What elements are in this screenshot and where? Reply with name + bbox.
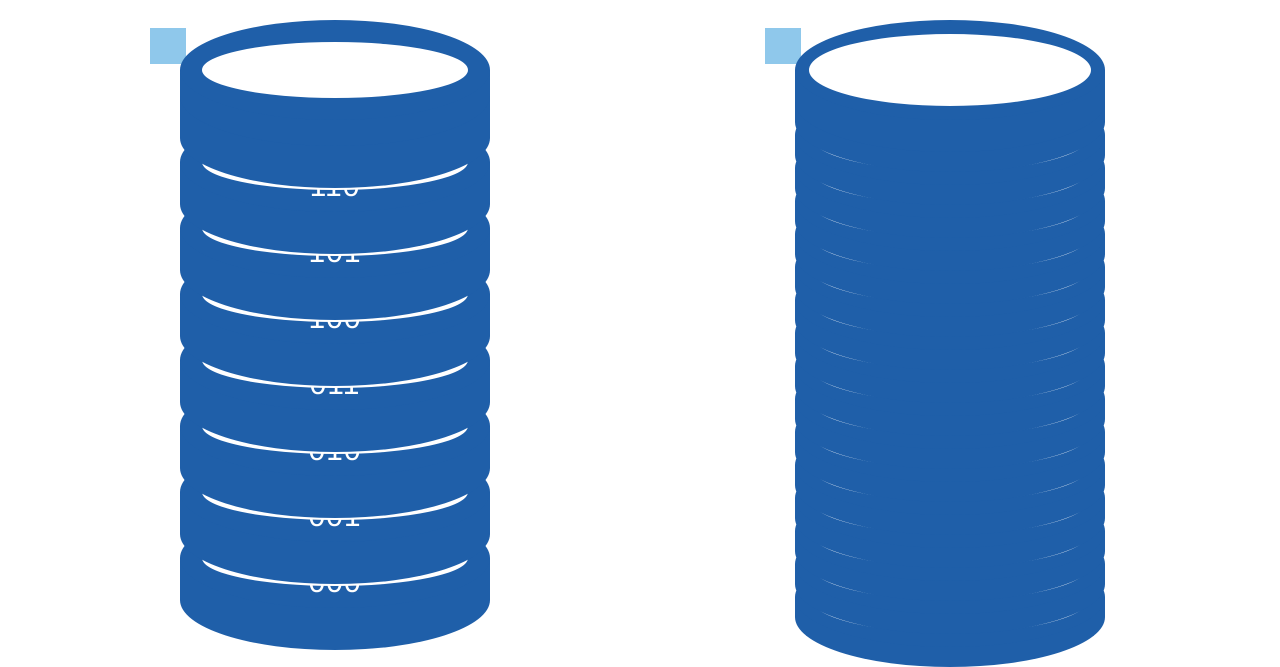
- stack-4bit-top-cap: [795, 20, 1105, 134]
- stack-3bit-top-cap: [180, 20, 490, 142]
- stack-4bit: 0000000100100011010001010110011110001001…: [795, 20, 1105, 667]
- diagram-canvas: 000001010011100101110111 0000000100100011…: [0, 0, 1280, 667]
- stack-3bit: 000001010011100101110111: [180, 20, 490, 667]
